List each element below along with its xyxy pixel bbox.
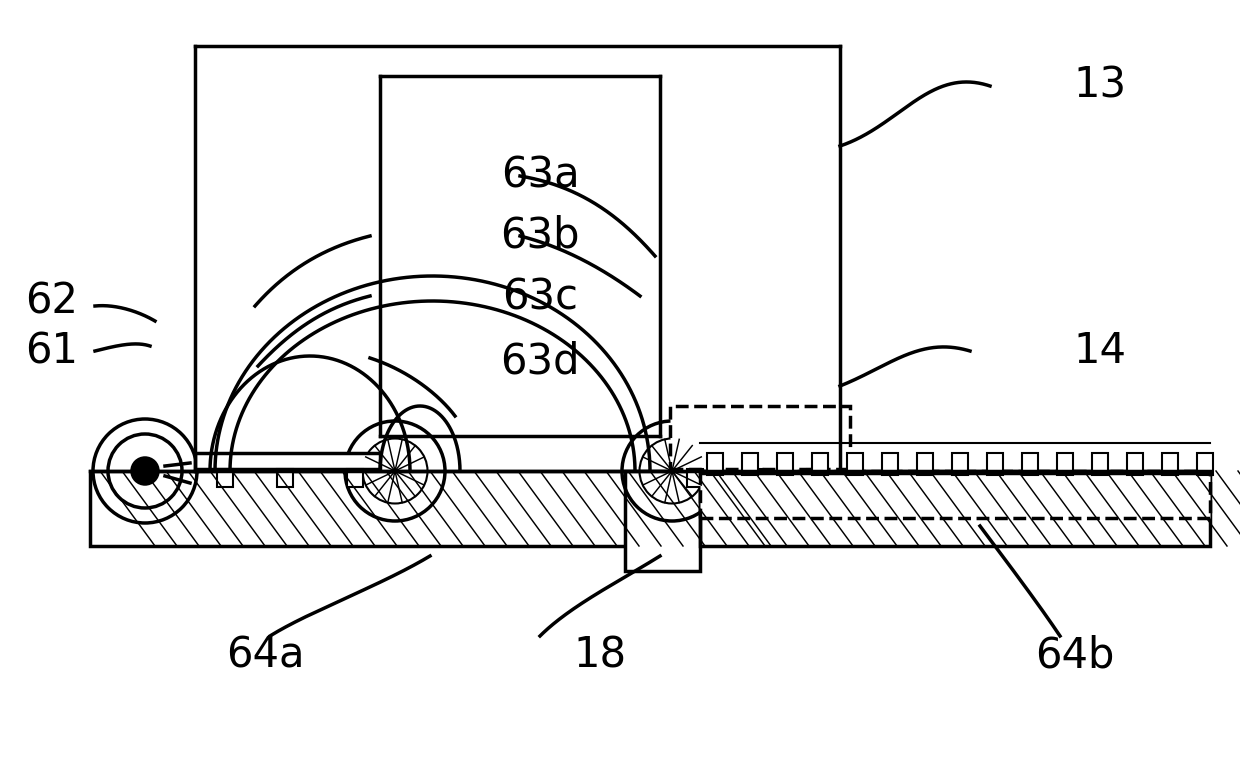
Bar [918, 453, 932, 475]
Text: 14: 14 [1074, 330, 1126, 372]
Bar [952, 453, 968, 475]
Text: 64a: 64a [226, 635, 304, 677]
Text: 63b: 63b [500, 215, 580, 257]
Bar [195, 453, 379, 469]
Bar [707, 453, 723, 475]
Bar [812, 453, 828, 475]
Text: 63c: 63c [502, 277, 578, 319]
Bar [347, 469, 363, 487]
Bar [847, 453, 863, 475]
Bar [777, 453, 794, 475]
Bar [1056, 453, 1073, 475]
Bar [687, 469, 703, 487]
Text: 18: 18 [573, 635, 626, 677]
Bar [746, 469, 763, 487]
Bar [1092, 453, 1109, 475]
Bar [701, 471, 1210, 546]
Bar [742, 453, 758, 475]
Bar [1022, 453, 1038, 475]
Bar [625, 471, 701, 571]
Bar [987, 453, 1003, 475]
Bar [1127, 453, 1143, 475]
Text: 61: 61 [26, 330, 78, 372]
Bar [882, 453, 898, 475]
Text: 62: 62 [26, 280, 78, 322]
Bar [670, 406, 849, 469]
Text: 63d: 63d [500, 340, 580, 382]
Bar [1162, 453, 1178, 475]
Bar [807, 469, 823, 487]
Bar [1197, 453, 1213, 475]
Bar [701, 471, 1210, 518]
Circle shape [131, 458, 157, 484]
Bar [91, 471, 665, 546]
Text: 13: 13 [1074, 65, 1127, 107]
Text: 63a: 63a [501, 155, 579, 197]
Text: 64b: 64b [1035, 635, 1115, 677]
Bar [217, 469, 233, 487]
Bar [277, 469, 293, 487]
